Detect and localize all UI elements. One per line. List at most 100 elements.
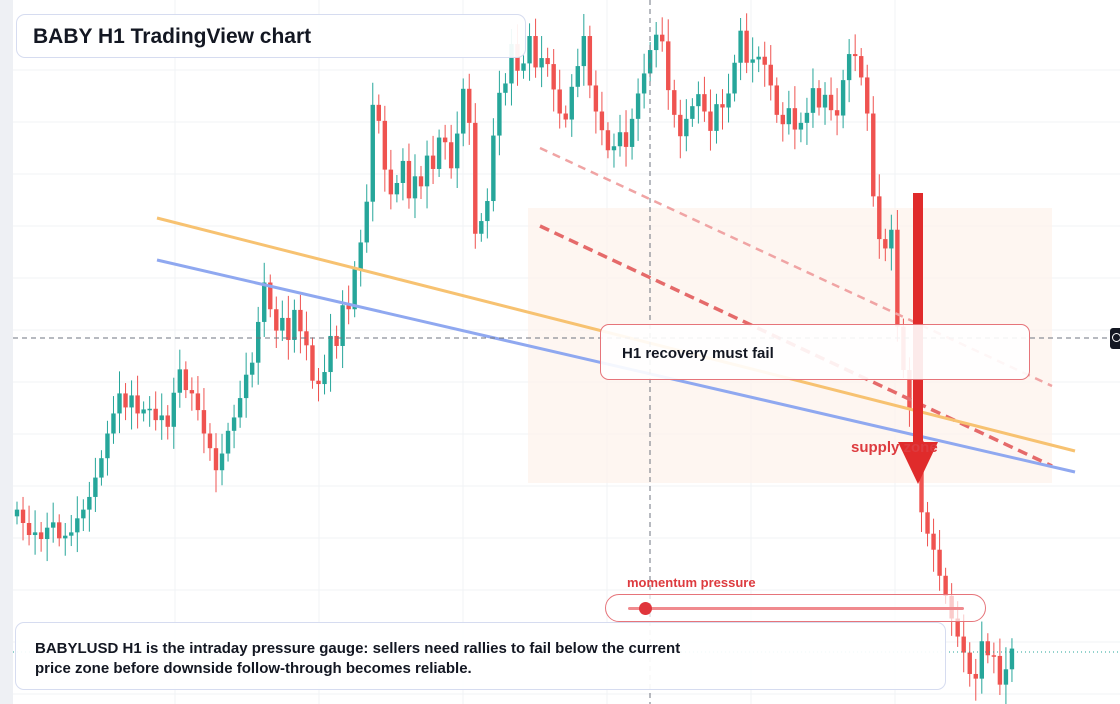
candle-up (340, 305, 345, 346)
candle-up (99, 458, 104, 478)
candle-down (213, 448, 219, 471)
candle-up (322, 372, 327, 385)
candle-down (895, 229, 900, 327)
candle-up (105, 433, 110, 459)
candle-down (937, 549, 942, 576)
candle-up (256, 321, 261, 363)
candle-up (44, 527, 50, 540)
candle-down (973, 673, 978, 679)
momentum-gauge[interactable] (605, 594, 986, 622)
candle-up (653, 34, 659, 51)
candle-up (412, 176, 418, 199)
candle-down (623, 132, 629, 147)
price-scale-icon[interactable] (1110, 328, 1120, 349)
candle-down (406, 160, 412, 199)
candle-up (485, 201, 490, 222)
candle-up (889, 229, 894, 249)
candle-down (780, 114, 786, 125)
candle-down (678, 114, 683, 137)
candle-down (816, 88, 822, 108)
candle-up (243, 374, 249, 399)
candle-down (442, 137, 448, 143)
candle-down (985, 641, 991, 656)
title-panel: BABY H1 TradingView chart (16, 14, 526, 58)
candle-down (57, 522, 62, 539)
candle-up (479, 221, 484, 234)
candle-down (551, 64, 556, 90)
candle-up (575, 66, 580, 87)
candle-up (521, 63, 526, 71)
gauge-track (628, 607, 964, 610)
candle-down (189, 390, 195, 394)
candle-down (587, 36, 593, 86)
candle-down (448, 142, 454, 169)
candle-up (454, 133, 460, 169)
candle-down (768, 64, 773, 86)
candle-down (955, 618, 960, 637)
candle-up (798, 122, 804, 130)
candle-down (382, 120, 388, 170)
candle-down (961, 636, 966, 653)
candle-down (907, 370, 912, 410)
candle-down (792, 108, 798, 130)
candle-down (599, 111, 605, 131)
supply-zone-label: supply zone (851, 439, 938, 456)
candle-up (822, 94, 828, 108)
candle-up (581, 36, 587, 67)
upper-trendline (539, 146, 1053, 388)
candle-up (81, 509, 86, 519)
candle-down (304, 331, 309, 346)
candle-up (979, 641, 984, 679)
candle-down (828, 94, 834, 111)
candle-down (708, 111, 713, 131)
candle-up (629, 118, 635, 147)
candle-down (183, 369, 189, 391)
candle-up (117, 393, 122, 414)
candle-down (430, 155, 436, 169)
candle-up (111, 413, 116, 434)
candle-down (388, 169, 394, 195)
candle-up (690, 106, 695, 119)
candle-down (165, 415, 170, 427)
candle-down (38, 532, 44, 540)
candle-up (219, 453, 225, 471)
candle-up (503, 83, 508, 93)
candle-down (834, 110, 840, 116)
candle-up (527, 36, 532, 64)
candle-up (436, 137, 442, 169)
candle-up (231, 417, 237, 431)
candle-down (877, 196, 882, 240)
candle-down (925, 512, 930, 534)
candle-down (666, 41, 671, 91)
candle-up (328, 335, 333, 373)
down-arrow-icon (898, 193, 938, 484)
candle-down (310, 345, 315, 381)
candle-up (1009, 648, 1015, 670)
candle-up (147, 408, 152, 411)
caption-panel: BABYLUSD H1 is the intraday pressure gau… (15, 622, 946, 690)
candle-up (129, 395, 134, 408)
candle-up (641, 73, 647, 94)
recovery-note: H1 recovery must fail (600, 324, 1030, 380)
candle-down (545, 58, 550, 65)
candle-down (268, 282, 273, 310)
candle-up (93, 477, 98, 497)
gauge-knob[interactable] (638, 602, 652, 615)
candle-down (991, 655, 997, 657)
candle-up (509, 44, 514, 84)
candle-series (14, 13, 1015, 704)
candle-up (696, 94, 701, 107)
candle-down (762, 56, 767, 65)
candle-down (20, 509, 26, 523)
candle-down (26, 523, 32, 536)
candle-up (750, 59, 755, 63)
candle-up (141, 409, 146, 414)
caption-text: BABYLUSD H1 is the intraday pressure gau… (35, 640, 681, 677)
candle-down (467, 88, 472, 123)
candle-up (87, 496, 92, 510)
candle-up (810, 88, 816, 113)
candle-down (967, 652, 972, 674)
candle-down (298, 309, 303, 332)
candle-up (1003, 669, 1009, 685)
candle-down (865, 77, 870, 114)
